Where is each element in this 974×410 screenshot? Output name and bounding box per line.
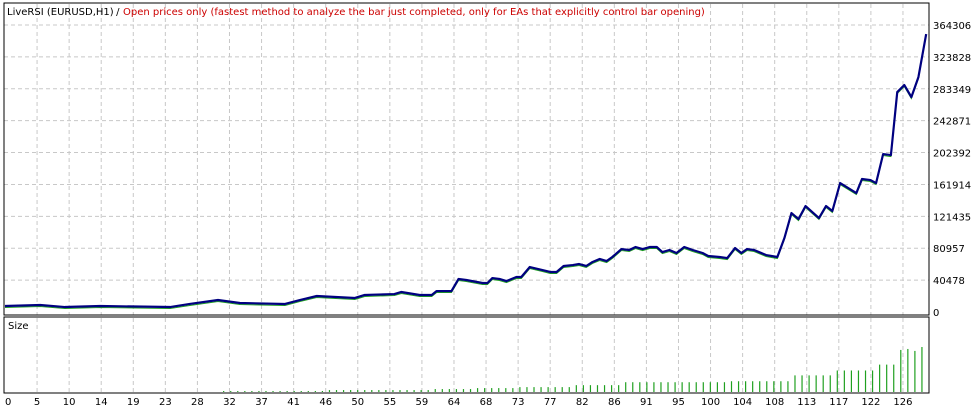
- x-tick-label: 77: [544, 397, 557, 408]
- y-tick-label: 0: [933, 308, 939, 319]
- y-tick-label: 40478: [933, 276, 965, 287]
- y-tick-label: 202392: [933, 149, 971, 160]
- x-tick-label: 19: [127, 397, 140, 408]
- y-tick-label: 161914: [933, 180, 971, 191]
- size-panel-frame: [3, 316, 930, 394]
- size-bars: [223, 347, 923, 392]
- size-panel-title: Size: [8, 321, 29, 332]
- grid: [4, 4, 929, 393]
- x-tick-label: 126: [893, 397, 912, 408]
- x-tick-label: 32: [223, 397, 236, 408]
- x-tick-label: 95: [672, 397, 685, 408]
- x-tick-label: 28: [191, 397, 204, 408]
- x-tick-label: 46: [319, 397, 332, 408]
- x-tick-label: 113: [797, 397, 816, 408]
- x-tick-label: 23: [159, 397, 172, 408]
- x-tick-label: 50: [351, 397, 364, 408]
- x-tick-label: 104: [733, 397, 752, 408]
- balance-line: [4, 33, 928, 309]
- y-tick-label: 323828: [933, 53, 971, 64]
- x-tick-label: 117: [829, 397, 848, 408]
- x-tick-label: 5: [34, 397, 40, 408]
- y-tick-label: 364306: [933, 21, 971, 32]
- x-tick-label: 86: [608, 397, 621, 408]
- x-tick-label: 108: [765, 397, 784, 408]
- x-tick-label: 55: [383, 397, 396, 408]
- x-tick-label: 122: [861, 397, 880, 408]
- x-tick-label: 82: [576, 397, 589, 408]
- x-tick-label: 10: [63, 397, 76, 408]
- equity-line: [4, 35, 927, 310]
- x-tick-label: 37: [255, 397, 268, 408]
- x-tick-label: 41: [287, 397, 300, 408]
- x-axis: 0 5 10 14 19 23 28 32 37 41 46 50 55 59 64 68 73 77 82 86 91…: [5, 397, 913, 408]
- x-tick-label: 68: [480, 397, 493, 408]
- y-axis: 0 40478 80957 121435 161914 202392 242871 28334…: [933, 21, 971, 319]
- x-tick-label: 59: [416, 397, 429, 408]
- y-tick-label: 80957: [933, 244, 965, 255]
- x-tick-label: 14: [95, 397, 108, 408]
- x-tick-label: 91: [640, 397, 653, 408]
- y-tick-label: 283349: [933, 85, 971, 96]
- y-tick-label: 242871: [933, 117, 971, 128]
- expert-label: LiveRSI (EURUSD,H1): [7, 7, 114, 18]
- x-tick-label: 73: [512, 397, 525, 408]
- x-tick-label: 64: [448, 397, 461, 408]
- header-separator: /: [113, 7, 123, 18]
- x-tick-label: 0: [5, 397, 11, 408]
- main-chart-frame: [3, 2, 930, 316]
- y-tick-label: 121435: [933, 212, 971, 223]
- x-tick-label: 100: [701, 397, 720, 408]
- model-label: Open prices only (fastest method to anal…: [123, 7, 705, 18]
